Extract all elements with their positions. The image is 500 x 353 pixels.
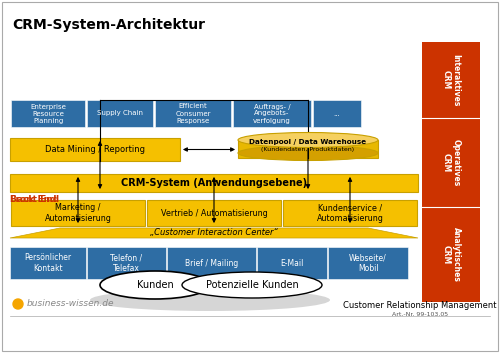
FancyBboxPatch shape xyxy=(422,42,480,118)
FancyBboxPatch shape xyxy=(10,247,86,279)
Text: CRM-System (Anwendungsebene): CRM-System (Anwendungsebene) xyxy=(121,178,307,188)
Text: CRM-System-Architektur: CRM-System-Architektur xyxy=(12,18,205,32)
Polygon shape xyxy=(10,228,418,238)
Text: Persönlicher
Kontakt: Persönlicher Kontakt xyxy=(24,253,72,273)
FancyBboxPatch shape xyxy=(10,138,180,161)
FancyBboxPatch shape xyxy=(147,200,281,226)
Circle shape xyxy=(13,299,23,309)
Ellipse shape xyxy=(238,132,378,148)
Text: business-wissen.de: business-wissen.de xyxy=(27,299,115,309)
FancyBboxPatch shape xyxy=(11,200,145,226)
Text: Art.-Nr. 99-103.05: Art.-Nr. 99-103.05 xyxy=(392,311,448,317)
Text: Front End: Front End xyxy=(10,195,59,204)
Text: Analytisches
CRM: Analytisches CRM xyxy=(442,227,460,282)
FancyBboxPatch shape xyxy=(422,207,480,302)
FancyBboxPatch shape xyxy=(87,100,153,127)
FancyBboxPatch shape xyxy=(422,118,480,207)
Text: Brief / Mailing: Brief / Mailing xyxy=(184,258,238,268)
FancyBboxPatch shape xyxy=(328,247,408,279)
FancyBboxPatch shape xyxy=(257,247,327,279)
Text: Customer Relationship Management: Customer Relationship Management xyxy=(343,301,497,311)
Ellipse shape xyxy=(238,145,378,161)
FancyBboxPatch shape xyxy=(88,247,166,279)
Text: Efficient
Consumer
Response: Efficient Consumer Response xyxy=(176,103,211,124)
Text: „Customer Interaction Center“: „Customer Interaction Center“ xyxy=(150,228,278,238)
Text: Operatives
CRM: Operatives CRM xyxy=(442,139,460,186)
FancyBboxPatch shape xyxy=(238,140,378,158)
Text: Webseite/
Mobil: Webseite/ Mobil xyxy=(349,253,387,273)
Ellipse shape xyxy=(100,271,210,299)
Ellipse shape xyxy=(90,289,330,311)
FancyBboxPatch shape xyxy=(155,100,231,127)
Text: Potenzielle Kunden: Potenzielle Kunden xyxy=(206,280,298,290)
FancyBboxPatch shape xyxy=(313,100,361,127)
Text: Vertrieb / Automatisierung: Vertrieb / Automatisierung xyxy=(160,209,268,217)
FancyBboxPatch shape xyxy=(10,174,418,192)
FancyBboxPatch shape xyxy=(167,247,256,279)
Text: Auftrags- /
Angebots-
verfolgung: Auftrags- / Angebots- verfolgung xyxy=(253,103,291,124)
FancyBboxPatch shape xyxy=(11,100,85,127)
Text: (Kundendaten, Produktdaten): (Kundendaten, Produktdaten) xyxy=(262,146,354,151)
Text: Interaktives
CRM: Interaktives CRM xyxy=(442,54,460,106)
Ellipse shape xyxy=(182,272,322,298)
FancyBboxPatch shape xyxy=(283,200,417,226)
Text: Marketing /
Automatisierung: Marketing / Automatisierung xyxy=(44,203,112,223)
Text: Supply Chain: Supply Chain xyxy=(97,110,143,116)
Text: Enterprise
Resource
Planning: Enterprise Resource Planning xyxy=(30,103,66,124)
Text: Data Mining / Reporting: Data Mining / Reporting xyxy=(45,145,145,154)
Text: E-Mail: E-Mail xyxy=(280,258,303,268)
Text: Back End: Back End xyxy=(10,195,56,204)
Text: Datenpool / Data Warehouse: Datenpool / Data Warehouse xyxy=(250,139,366,145)
Text: Telefon /
Telefax: Telefon / Telefax xyxy=(110,253,142,273)
Text: Kunden: Kunden xyxy=(136,280,173,290)
FancyBboxPatch shape xyxy=(233,100,311,127)
Text: Kundenservice /
Automatisierung: Kundenservice / Automatisierung xyxy=(316,203,384,223)
Text: ...: ... xyxy=(334,110,340,116)
